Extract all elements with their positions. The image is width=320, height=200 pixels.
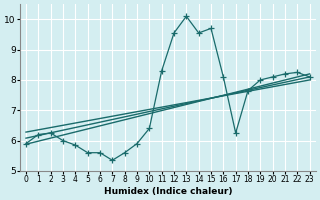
- X-axis label: Humidex (Indice chaleur): Humidex (Indice chaleur): [104, 187, 232, 196]
